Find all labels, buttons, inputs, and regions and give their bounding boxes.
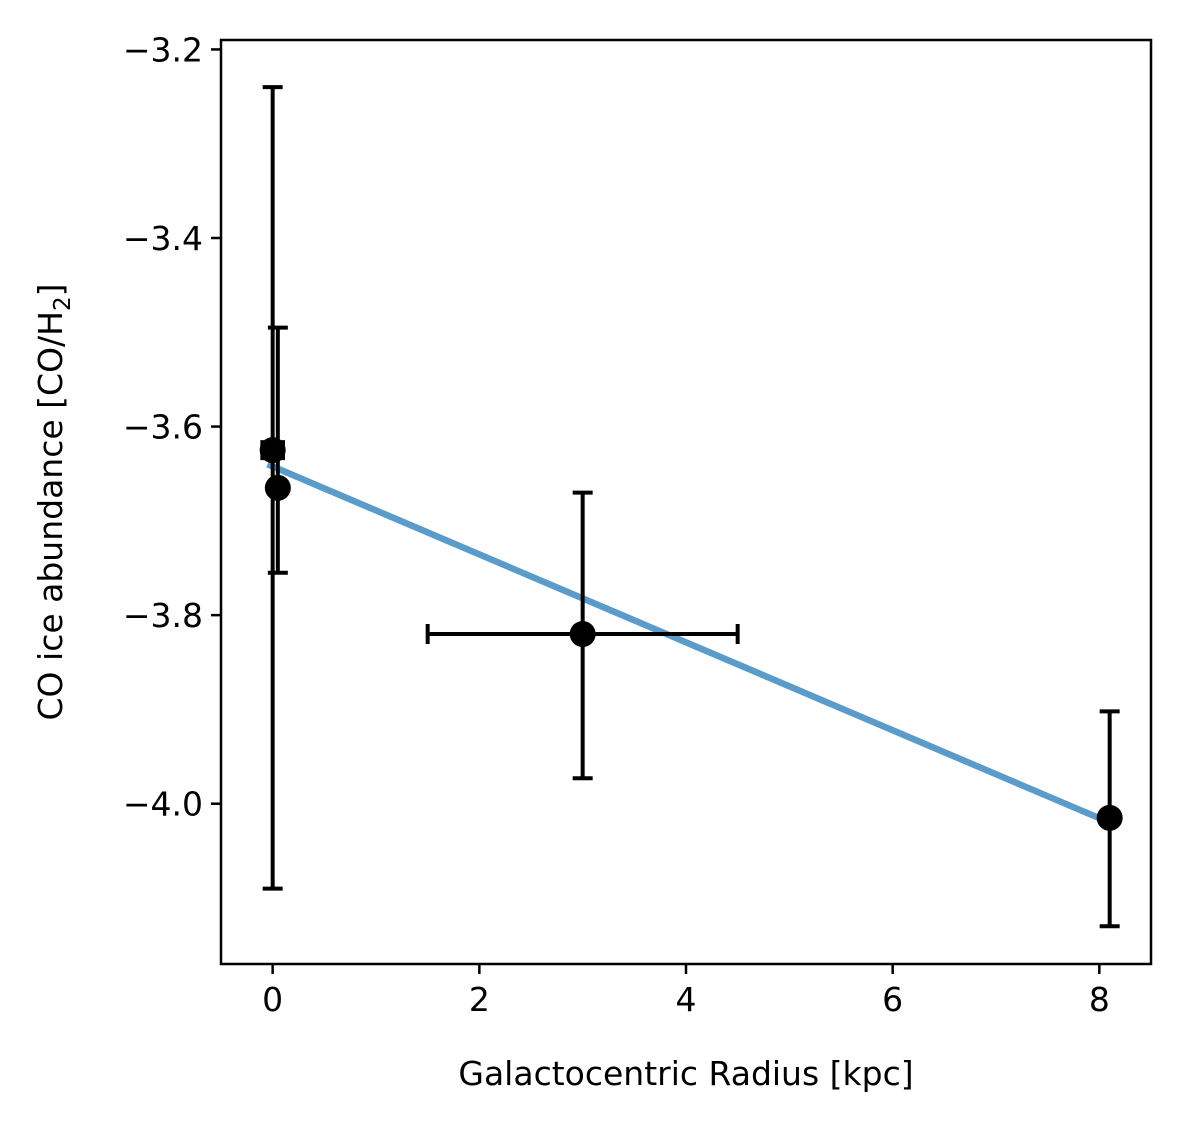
y-tick-label-0: −3.2	[123, 30, 203, 69]
x-tick-label-4: 8	[1089, 980, 1110, 1019]
y-tick-label-1: −3.4	[123, 219, 203, 258]
x-axis-label: Galactocentric Radius [kpc]	[458, 1054, 913, 1093]
point-layer	[259, 437, 1123, 831]
data-point-2	[569, 621, 596, 647]
y-tick-label-4: −4.0	[123, 785, 203, 824]
y-axis-label-end: ]	[31, 284, 70, 297]
x-tick-label-2: 4	[676, 980, 697, 1019]
y-tick-label-3: −3.8	[123, 596, 203, 635]
y-axis-label: CO ice abundance [CO/H2]	[31, 284, 76, 721]
x-tick-label-3: 6	[882, 980, 903, 1019]
data-point-1	[264, 474, 291, 501]
y-tick-label-2: −3.6	[123, 408, 203, 447]
x-tick-label-1: 2	[469, 980, 490, 1019]
data-point-3	[1096, 804, 1123, 831]
x-tick-label-0: 0	[262, 980, 283, 1019]
fit-line	[266, 461, 1111, 826]
y-axis-label-subscript: 2	[50, 296, 76, 311]
fit-layer	[266, 461, 1111, 826]
tick-layer: 0 2 4 6 8 −3.2 −3.4 −3.6 −3.8 −4.0	[123, 30, 1110, 1019]
y-axis-label-main: CO ice abundance [CO/H	[31, 311, 70, 720]
errorbar-layer	[260, 85, 1120, 929]
data-point-0	[259, 437, 286, 464]
